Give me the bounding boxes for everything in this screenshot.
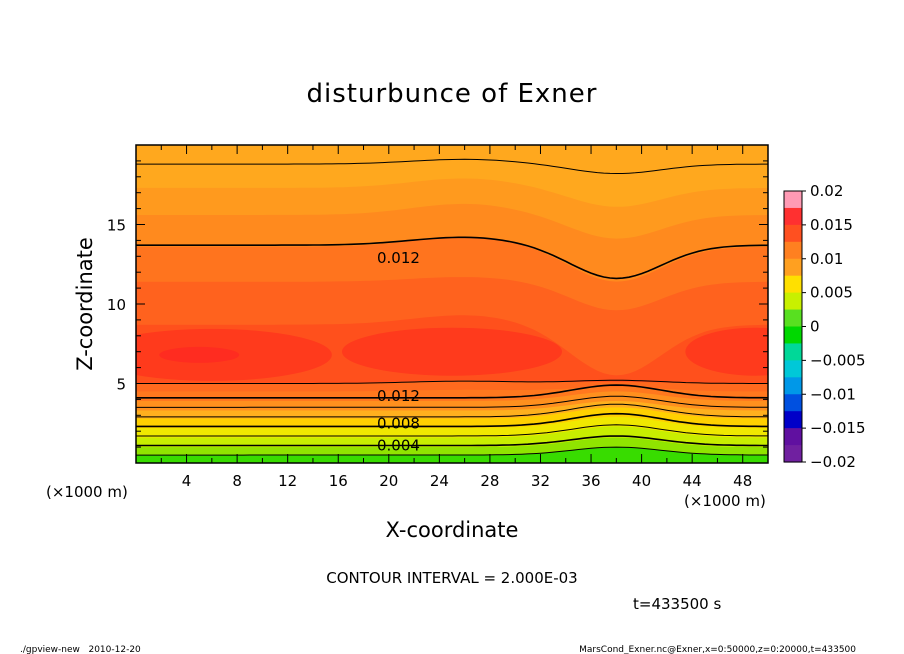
core-blob-right (685, 327, 768, 376)
colorbar-tick-label-5: −0.005 (810, 351, 866, 369)
x-tick-label-12: 12 (278, 472, 297, 490)
x-tick-label-28: 28 (480, 472, 499, 490)
x-axis-label: X-coordinate (386, 518, 519, 542)
x-axis-ticks: 4 8 12 16 20 24 28 32 36 40 44 48 (135, 145, 769, 490)
contour-top (136, 158, 768, 174)
x-tick-label-40: 40 (632, 472, 651, 490)
contour-lower-e (136, 446, 768, 456)
x-tick-label-36: 36 (581, 472, 600, 490)
colorbar-swatch-1 (784, 207, 802, 226)
colorbar-swatch-9 (784, 343, 802, 361)
contour-lower-0004 (136, 435, 768, 447)
contour-lower-b (136, 395, 768, 408)
colorbar-swatch-10 (784, 360, 802, 378)
contour-upper-0012 (136, 236, 768, 280)
contour-label-2: 0.008 (377, 414, 420, 432)
colorbar-tick-label-8: −0.02 (810, 453, 856, 471)
left-credit: ./gpview-new 2010-12-20 (20, 645, 141, 654)
colorbar-swatch-6 (784, 292, 802, 311)
colorbar-tick-label-4: 0 (810, 318, 820, 336)
x-tick-label-16: 16 (329, 472, 348, 490)
colorbar-swatch-15 (784, 445, 802, 463)
contour-lower-a (136, 379, 768, 384)
contour-interval-text: CONTOUR INTERVAL = 2.000E-03 (326, 569, 577, 587)
time-text: t=433500 s (633, 595, 721, 613)
right-credit: MarsCond_Exner.nc@Exner,x=0:50000,z=0:20… (579, 645, 856, 654)
x-tick-label-48: 48 (733, 472, 752, 490)
contour-lower-0008 (136, 412, 768, 428)
peak-left (159, 346, 240, 363)
x-unit-left: (×1000 m) (46, 483, 128, 501)
colorbar-tick-label-1: 0.015 (810, 216, 853, 234)
contour-lower-d (136, 424, 768, 437)
colorbar-swatch-7 (784, 309, 802, 328)
y-tick-label-5: 5 (116, 376, 126, 394)
colorbar-tick-label-0: 0.02 (810, 182, 843, 200)
contour-label-0: 0.012 (377, 249, 420, 267)
colorbar-tick-label-3: 0.005 (810, 284, 853, 302)
x-tick-label-4: 4 (182, 472, 192, 490)
x-tick-label-24: 24 (430, 472, 449, 490)
y-tick-label-15: 15 (107, 217, 126, 235)
colorbar-swatch-8 (784, 326, 802, 345)
contour-label-3: 0.004 (377, 437, 420, 455)
colorbar-tick-label-6: −0.01 (810, 385, 856, 403)
colorbar-tick-label-2: 0.01 (810, 250, 843, 268)
colorbar-swatch-11 (784, 377, 802, 395)
contour-lower-0012 (136, 384, 768, 399)
x-tick-label-20: 20 (379, 472, 398, 490)
colorbar-swatch-2 (784, 224, 802, 243)
colorbar-swatch-4 (784, 258, 802, 277)
colorbar-swatch-0 (784, 191, 802, 209)
colorbar-swatch-13 (784, 411, 802, 429)
y-axis-ticks: 5 10 15 (107, 144, 768, 464)
colorbar-swatch-5 (784, 275, 802, 294)
contour-lower-c (136, 403, 768, 418)
x-tick-label-44: 44 (683, 472, 702, 490)
colorbar-swatch-14 (784, 428, 802, 446)
x-unit-right: (×1000 m) (684, 492, 766, 510)
contour-lines (136, 158, 768, 456)
core-blob-center (342, 327, 562, 376)
x-tick-label-32: 32 (531, 472, 550, 490)
contour-label-1: 0.012 (377, 387, 420, 405)
colorbar-swatch-3 (784, 241, 802, 260)
colorbar-tick-label-7: −0.015 (810, 419, 866, 437)
y-axis-label: Z-coordinate (73, 237, 97, 371)
colorbar-ticks: 0.02 0.015 0.01 0.005 0 −0.005 −0.01 −0.015 −0.0… (802, 182, 866, 471)
contour-labels: 0.012 0.012 0.008 0.004 (377, 249, 420, 455)
colorbar (783, 190, 803, 463)
x-tick-label-8: 8 (232, 472, 242, 490)
y-tick-label-10: 10 (107, 296, 126, 314)
chart-title: disturbunce of Exner (307, 79, 598, 109)
colorbar-swatch-12 (784, 394, 802, 412)
